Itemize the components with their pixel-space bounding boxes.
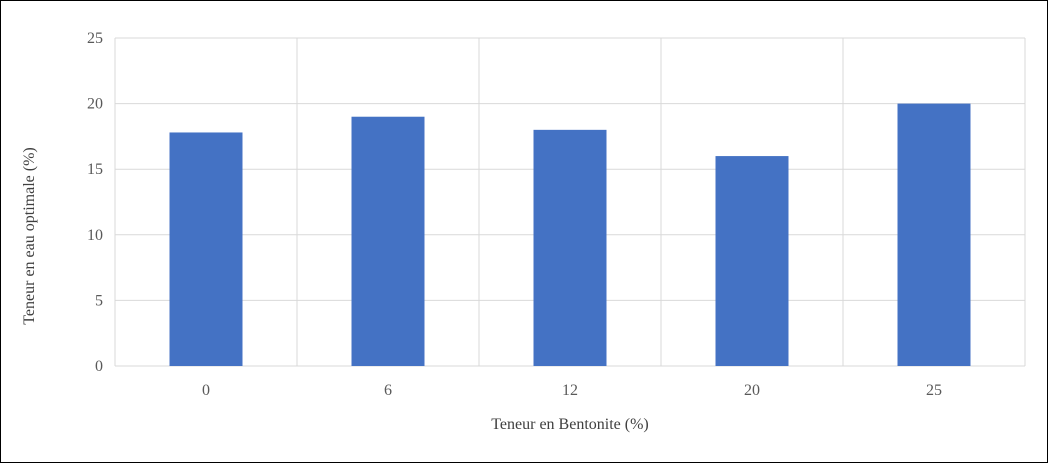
- y-tick-label: 20: [87, 96, 103, 113]
- y-tick-label: 25: [87, 30, 103, 47]
- x-tick-label: 0: [202, 382, 210, 399]
- x-tick-label: 6: [384, 382, 392, 399]
- x-tick-label: 20: [744, 382, 760, 399]
- bars-layer: [169, 103, 971, 366]
- y-tick-label: 0: [95, 358, 103, 375]
- y-tick-label: 10: [87, 227, 103, 244]
- y-axis-title: Teneur en eau optimale (%): [21, 147, 38, 324]
- y-tick-label: 15: [87, 161, 103, 178]
- grid-layer: [114, 37, 1026, 367]
- y-tick-labels: 0 5 10 15 20 25: [87, 30, 103, 375]
- x-tick-label: 25: [926, 382, 942, 399]
- bar-20: [715, 156, 789, 366]
- x-axis-title: Teneur en Bentonite (%): [491, 416, 648, 433]
- bar-0: [169, 132, 243, 366]
- bar-12: [533, 129, 607, 366]
- bar-6: [351, 116, 425, 366]
- x-tick-label: 12: [562, 382, 578, 399]
- bar-25: [897, 103, 971, 366]
- y-tick-label: 5: [95, 292, 103, 309]
- x-tick-labels: 0 6 12 20 25: [202, 382, 942, 399]
